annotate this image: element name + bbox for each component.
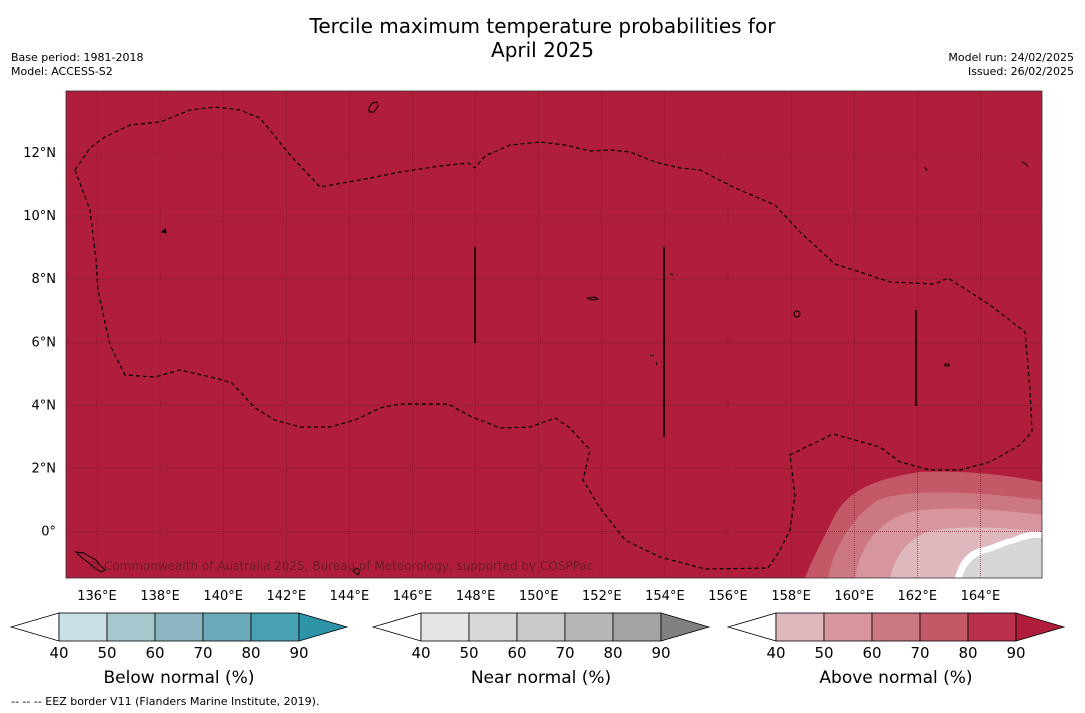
footnote-eez: -- -- -- EEZ border V11 (Flanders Marine… [11, 695, 320, 708]
colorbar-tick-label: 60 [507, 644, 526, 662]
colorbar-tick-label: 40 [49, 644, 68, 662]
colorbar-segment [967, 612, 1017, 642]
colorbar-extend-high [1015, 612, 1066, 642]
colorbar-tick-label: 70 [193, 644, 212, 662]
colorbar: 40 50 60 70 80 90 [371, 612, 711, 662]
colorbar-tick-label: 70 [910, 644, 929, 662]
lon-tick-label: 136°E [77, 589, 117, 604]
colorbar-tick-label: 80 [958, 644, 977, 662]
probability-shading [805, 471, 1042, 578]
colorbar-segment [823, 612, 873, 642]
colorbar-title-below: Below normal (%) [103, 668, 255, 688]
colorbar-tick-label: 40 [411, 644, 430, 662]
lat-tick-label: 10°N [23, 209, 56, 224]
colorbar-tick-label: 80 [241, 644, 260, 662]
lon-tick-label: 154°E [645, 589, 685, 604]
title-line-1: Tercile maximum temperature probabilitie… [309, 14, 776, 38]
map-title: Tercile maximum temperature probabilitie… [0, 14, 1085, 62]
colorbar: 40 50 60 70 80 90 [726, 612, 1066, 662]
lat-tick-label: 2°N [32, 462, 57, 477]
lon-tick-label: 160°E [834, 589, 874, 604]
colorbar-extend-low [371, 612, 422, 642]
map-frame [65, 90, 1043, 579]
gridlines [66, 91, 1042, 578]
colorbar-extend-low [9, 612, 60, 642]
longitude-labels: 136°E 138°E 140°E 142°E 144°E 146°E 148°E 150°E… [77, 589, 1000, 604]
lon-tick-label: 152°E [582, 589, 622, 604]
meta-right: Model run: 24/02/2025 Issued: 26/02/2025 [948, 51, 1074, 79]
land-features [74, 101, 1029, 576]
lon-tick-label: 142°E [267, 589, 307, 604]
lon-tick-label: 164°E [961, 589, 1001, 604]
lon-tick-label: 148°E [456, 589, 496, 604]
colorbar-segment [468, 612, 518, 642]
colorbar-segment [154, 612, 204, 642]
colorbar-segment [871, 612, 921, 642]
issued-date: Issued: 26/02/2025 [967, 65, 1074, 78]
lon-tick-label: 140°E [203, 589, 243, 604]
colorbar-extend-low [726, 612, 777, 642]
lon-tick-label: 138°E [140, 589, 180, 604]
lat-tick-label: 6°N [32, 335, 57, 350]
lon-tick-label: 144°E [330, 589, 370, 604]
colorbar-tick-label: 60 [862, 644, 881, 662]
colorbar-segment [919, 612, 969, 642]
colorbar-tick-label: 90 [289, 644, 308, 662]
meta-left: Base period: 1981-2018 Model: ACCESS-S2 [11, 51, 143, 79]
title-line-2: April 2025 [491, 38, 594, 62]
lat-tick-label: 0° [41, 525, 56, 540]
eez-border [74, 106, 1033, 570]
lon-tick-label: 156°E [708, 589, 748, 604]
lat-tick-label: 8°N [32, 272, 57, 287]
colorbar-segment [106, 612, 156, 642]
colorbar-tick-label: 50 [97, 644, 116, 662]
lon-tick-label: 158°E [771, 589, 811, 604]
lon-tick-label: 146°E [393, 589, 433, 604]
lat-tick-label: 12°N [23, 146, 56, 161]
colorbars: 40 50 60 70 80 90 40 50 60 70 80 90 40 50 60 70 80 90 [9, 612, 1066, 662]
colorbar-tick-label: 70 [555, 644, 574, 662]
colorbar-segment [564, 612, 614, 642]
copyright-text: © Commonwealth of Australia 2025, Bureau… [88, 559, 593, 573]
colorbar-title-above: Above normal (%) [819, 668, 973, 688]
colorbar-segment [775, 612, 825, 642]
lon-tick-label: 162°E [898, 589, 938, 604]
colorbar-segment [250, 612, 300, 642]
latitude-labels: 12°N 10°N 8°N 6°N 4°N 2°N 0° [23, 146, 56, 540]
colorbar-tick-label: 90 [1006, 644, 1025, 662]
colorbar-segment [516, 612, 566, 642]
base-period: Base period: 1981-2018 [11, 51, 144, 64]
model-run: Model run: 24/02/2025 [948, 51, 1074, 64]
colorbar-tick-label: 50 [459, 644, 478, 662]
colorbar-tick-label: 60 [145, 644, 164, 662]
colorbar-segment [420, 612, 470, 642]
lat-tick-label: 4°N [32, 398, 57, 413]
colorbar-tick-label: 50 [814, 644, 833, 662]
lon-tick-label: 150°E [519, 589, 559, 604]
colorbar-segment [612, 612, 662, 642]
colorbar-tick-label: 90 [651, 644, 670, 662]
colorbar-title-near: Near normal (%) [470, 668, 612, 688]
model-name: Model: ACCESS-S2 [11, 65, 113, 78]
colorbar-tick-label: 80 [603, 644, 622, 662]
colorbar-segment [202, 612, 252, 642]
colorbar-tick-label: 40 [766, 644, 785, 662]
colorbar-extend-high [298, 612, 349, 642]
colorbar-extend-high [660, 612, 711, 642]
colorbar-segment [58, 612, 108, 642]
colorbar: 40 50 60 70 80 90 [9, 612, 349, 662]
